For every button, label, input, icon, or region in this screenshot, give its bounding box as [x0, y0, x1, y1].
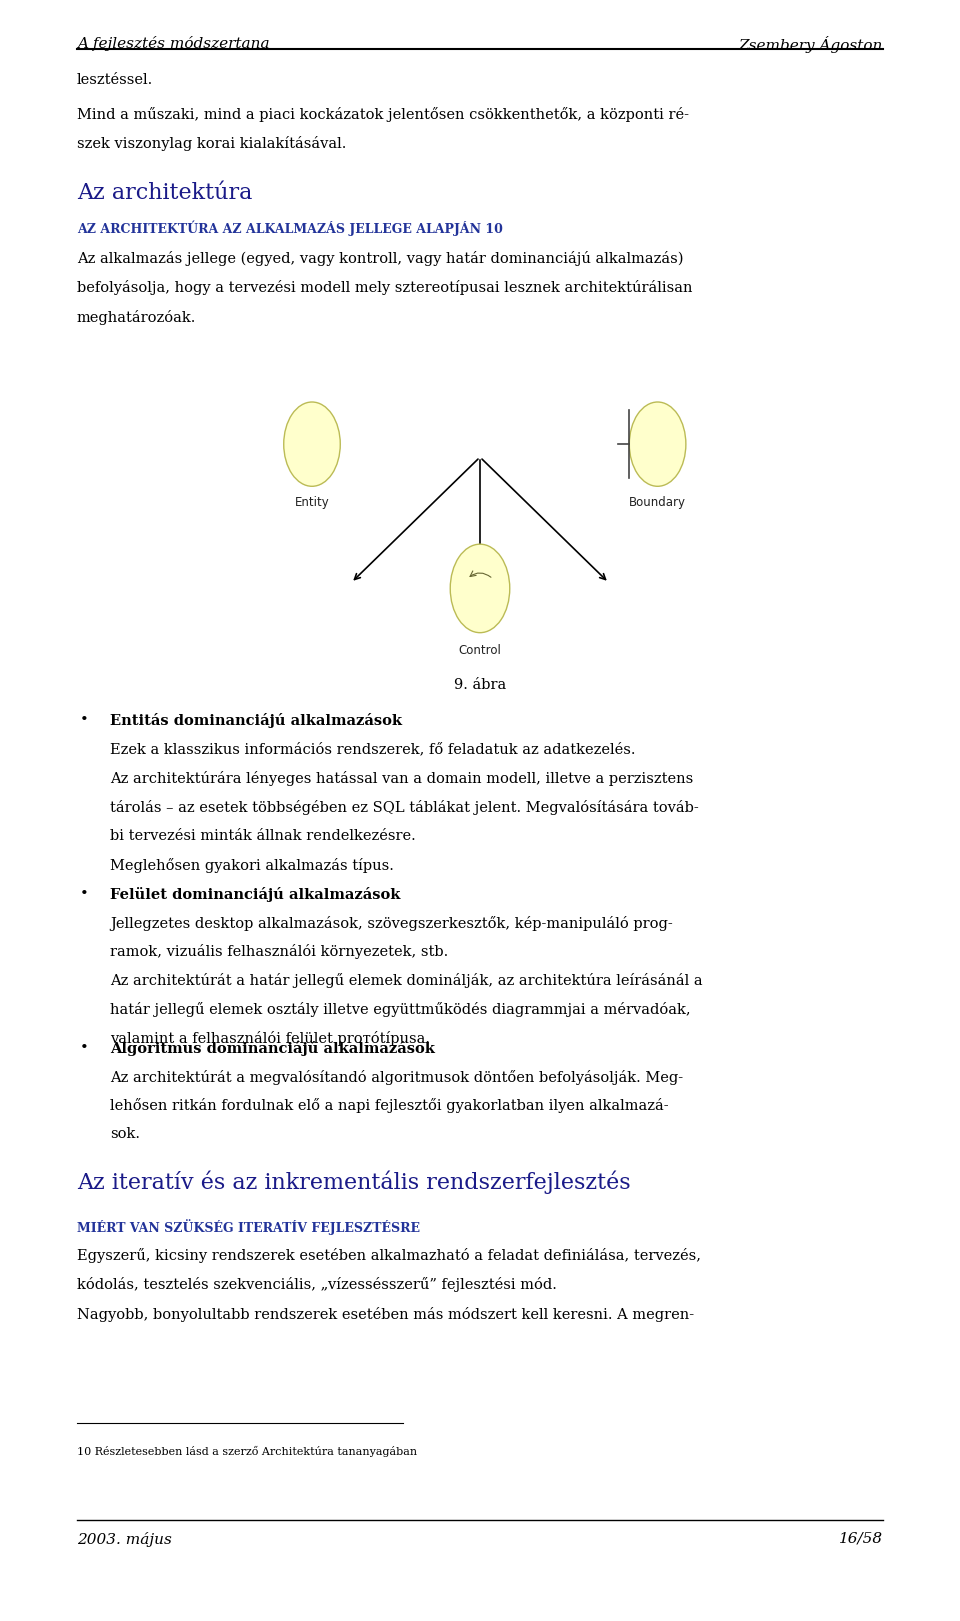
Text: kódolás, tesztelés szekvenciális, „vízessésszerű” fejlesztési mód.: kódolás, tesztelés szekvenciális, „vízes… — [77, 1277, 557, 1292]
Text: Ezek a klasszikus információs rendszerek, fő feladatuk az adatkezelés.: Ezek a klasszikus információs rendszerek… — [110, 742, 636, 755]
Text: Az architektúrát a határ jellegű elemek dominálják, az architektúra leírásánál a: Az architektúrát a határ jellegű elemek … — [110, 973, 703, 989]
Text: ramok, vizuális felhasználói környezetek, stb.: ramok, vizuális felhasználói környezetek… — [110, 945, 448, 960]
Text: Az alkalmazás jellege (egyed, vagy kontroll, vagy határ dominanciájú alkalmazás): Az alkalmazás jellege (egyed, vagy kontr… — [77, 251, 684, 266]
Text: valamint a felhasználói felület prотótípusa.: valamint a felhasználói felület prотótíp… — [110, 1031, 430, 1046]
Text: Control: Control — [459, 644, 501, 657]
Text: MIÉRT VAN SZÜKSÉG ITERATÍV FEJLESZTÉSRE: MIÉRT VAN SZÜKSÉG ITERATÍV FEJLESZTÉSRE — [77, 1219, 420, 1235]
Text: lesztéssel.: lesztéssel. — [77, 73, 153, 88]
Text: Felület dominanciájú alkalmazások: Felület dominanciájú alkalmazások — [110, 887, 400, 901]
Text: Meglehősen gyakori alkalmazás típus.: Meglehősen gyakori alkalmazás típus. — [110, 858, 395, 872]
Text: Az architektúrára lényeges hatással van a domain modell, illetve a perzisztens: Az architektúrára lényeges hatással van … — [110, 772, 694, 786]
Text: 16/58: 16/58 — [839, 1532, 883, 1546]
Text: Az architektúra: Az architektúra — [77, 182, 252, 204]
Ellipse shape — [284, 402, 340, 486]
Text: Jellegzetes desktop alkalmazások, szövegszerkesztők, kép-manipuláló prog-: Jellegzetes desktop alkalmazások, szöveg… — [110, 916, 673, 930]
Text: Egyszerű, kicsiny rendszerek esetében alkalmazható a feladat definiálása, tervez: Egyszerű, kicsiny rendszerek esetében al… — [77, 1248, 701, 1263]
Text: szek viszonylag korai kialakításával.: szek viszonylag korai kialakításával. — [77, 136, 347, 151]
Text: tárolás – az esetek többségében ez SQL táblákat jelent. Megvalósítására továb-: tárolás – az esetek többségében ez SQL t… — [110, 799, 699, 815]
Text: befolyásolja, hogy a tervezési modell mely sztereotípusai lesznek architektúráli: befolyásolja, hogy a tervezési modell me… — [77, 280, 692, 295]
Text: Entity: Entity — [295, 496, 329, 509]
Text: Nagyobb, bonyolultabb rendszerek esetében más módszert kell keresni. A megren-: Nagyobb, bonyolultabb rendszerek esetébe… — [77, 1307, 694, 1321]
Text: •: • — [80, 713, 88, 728]
Text: meghatározóak.: meghatározóak. — [77, 310, 196, 324]
Text: 9. ábra: 9. ábra — [454, 678, 506, 692]
Text: 2003. május: 2003. május — [77, 1532, 172, 1546]
Text: Az iteratív és az inkrementális rendszerfejlesztés: Az iteratív és az inkrementális rendszer… — [77, 1170, 631, 1193]
Text: AZ ARCHITEKTÚRA AZ ALKALMAZÁS JELLEGE ALAPJÁN 10: AZ ARCHITEKTÚRA AZ ALKALMAZÁS JELLEGE AL… — [77, 220, 503, 237]
Text: bi tervezési minták állnak rendelkezésre.: bi tervezési minták állnak rendelkezésre… — [110, 828, 416, 843]
Text: Az architektúrát a megvalósítandó algoritmusok döntően befolyásolják. Meg-: Az architektúrát a megvalósítandó algori… — [110, 1070, 684, 1084]
Text: A fejlesztés módszertana: A fejlesztés módszertana — [77, 36, 270, 50]
Text: •: • — [80, 1041, 88, 1055]
Text: Boundary: Boundary — [629, 496, 686, 509]
Text: sok.: sok. — [110, 1127, 140, 1141]
Text: 10 Részletesebben lásd a szerző Architektúra tananyagában: 10 Részletesebben lásd a szerző Architek… — [77, 1446, 417, 1457]
Text: lehősen ritkán fordulnak elő a napi fejlesztői gyakorlatban ilyen alkalmazá-: lehősen ritkán fordulnak elő a napi fejl… — [110, 1099, 669, 1114]
Text: Mind a műszaki, mind a piaci kockázatok jelentősen csökkenthetők, a központi ré-: Mind a műszaki, mind a piaci kockázatok … — [77, 107, 688, 122]
Text: Zsembery Ágoston: Zsembery Ágoston — [739, 36, 883, 52]
Text: •: • — [80, 887, 88, 901]
Ellipse shape — [630, 402, 685, 486]
Ellipse shape — [450, 545, 510, 632]
Text: Algoritmus dominanciájú alkalmazások: Algoritmus dominanciájú alkalmazások — [110, 1041, 435, 1055]
Text: Entitás dominanciájú alkalmazások: Entitás dominanciájú alkalmazások — [110, 713, 402, 728]
Text: határ jellegű elemek osztály illetve együttműködés diagrammjai a mérvadóak,: határ jellegű elemek osztály illetve egy… — [110, 1002, 691, 1016]
